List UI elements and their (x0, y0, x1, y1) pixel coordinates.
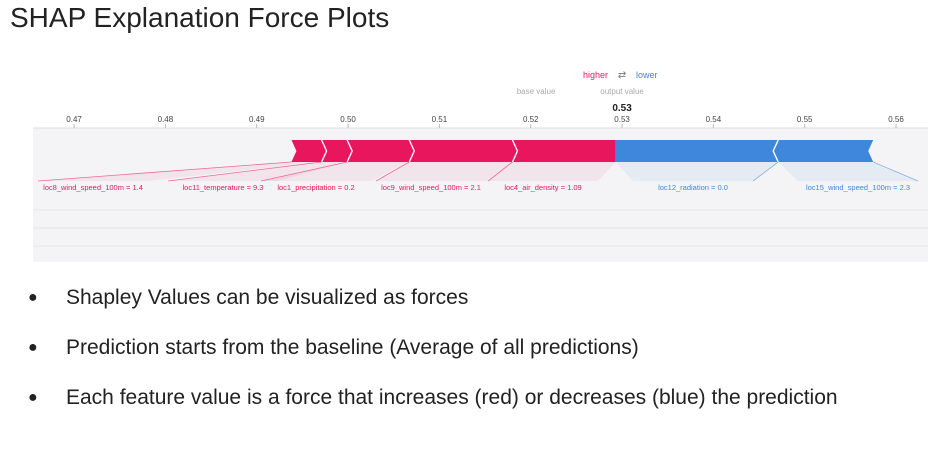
x-tick-label: 0.54 (706, 115, 722, 124)
label-connector-fill (615, 162, 779, 181)
label-connector-fill (38, 162, 322, 181)
label-connector-fill (488, 162, 616, 181)
output-value-label: output value (600, 87, 644, 96)
label-connector (873, 161, 919, 182)
feature-label-positive: loc8_wind_speed_100m = 1.4 (43, 183, 143, 192)
output-value: 0.53 (612, 103, 632, 114)
label-connector (752, 161, 779, 182)
slide-title: SHAP Explanation Force Plots (10, 2, 390, 33)
x-tick-label: 0.56 (888, 115, 904, 124)
segment-divider (511, 139, 519, 163)
x-tick-label: 0.51 (432, 115, 448, 124)
bullet-item: Prediction starts from the baseline (Ave… (28, 334, 908, 362)
x-tick-label: 0.52 (523, 115, 539, 124)
force-segment-positive (347, 140, 415, 162)
force-segment-positive (291, 140, 327, 162)
segment-divider (320, 139, 328, 163)
bullet-list: Shapley Values can be visualized as forc… (28, 284, 908, 434)
x-tick-label: 0.48 (158, 115, 174, 124)
feature-label-positive: loc11_temperature = 9.3 (183, 183, 264, 192)
feature-label-negative: loc12_radiation = 0.0 (658, 183, 728, 192)
label-connector-fill (778, 162, 918, 181)
label-connector (167, 161, 322, 182)
label-connector-fill (168, 162, 348, 181)
legend-lower: lower (636, 70, 658, 80)
feature-label-positive: loc4_air_density = 1.09 (504, 183, 581, 192)
x-tick-label: 0.49 (249, 115, 265, 124)
force-segment-positive (512, 140, 616, 162)
bullet-item: Each feature value is a force that incre… (28, 384, 908, 412)
legend-arrows-icon: ⇄ (618, 70, 626, 81)
force-segment-negative (773, 140, 874, 162)
label-connector (37, 161, 292, 182)
label-connector-fill (376, 162, 513, 181)
base-value-label: base value (517, 87, 556, 96)
force-segment-negative (615, 140, 779, 162)
label-connector-fill (261, 162, 410, 181)
force-segment-positive (409, 140, 518, 162)
label-connector (375, 161, 410, 182)
force-segment-positive (321, 140, 353, 162)
legend-higher: higher (583, 70, 608, 80)
segment-divider (408, 139, 416, 163)
feature-label-negative: loc15_wind_speed_100m = 2.3 (806, 183, 910, 192)
bullet-item: Shapley Values can be visualized as forc… (28, 284, 908, 312)
x-tick-label: 0.53 (614, 115, 630, 124)
label-connector (260, 161, 348, 182)
segment-divider (346, 139, 353, 163)
shap-force-plot: higher ⇄ lower base value output value 0.53 0.… (33, 66, 928, 262)
x-tick-label: 0.55 (797, 115, 813, 124)
feature-label-positive: loc9_wind_speed_100m = 2.1 (381, 183, 481, 192)
x-tick-label: 0.47 (66, 115, 82, 124)
segment-divider (772, 139, 779, 163)
label-connector (487, 161, 513, 182)
x-tick-label: 0.50 (340, 115, 356, 124)
feature-label-positive: loc1_precipitation = 0.2 (277, 183, 354, 192)
